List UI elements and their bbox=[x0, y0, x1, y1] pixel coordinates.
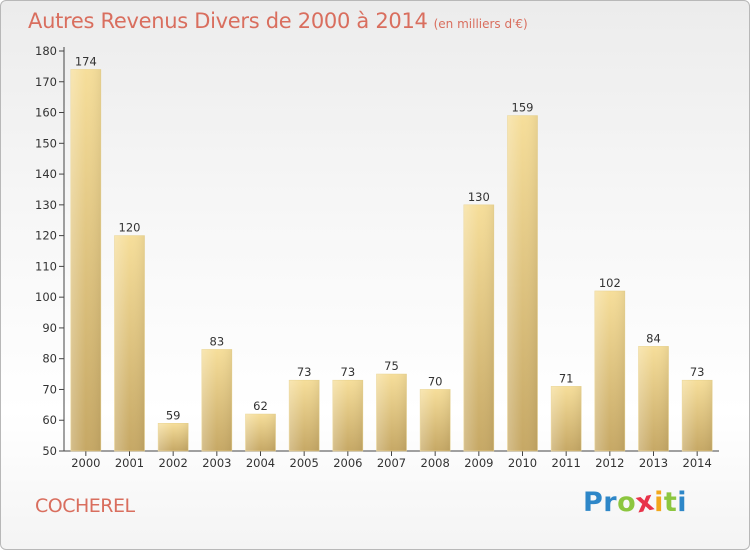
x-tick-label: 2003 bbox=[202, 456, 231, 470]
data-label: 130 bbox=[468, 190, 490, 204]
brand-letter: t bbox=[663, 487, 678, 518]
x-tick-label: 2001 bbox=[115, 456, 144, 470]
x-tick-label: 2012 bbox=[595, 456, 624, 470]
y-tick-label: 180 bbox=[35, 44, 57, 58]
y-tick-label: 130 bbox=[35, 198, 57, 212]
x-tick-label: 2005 bbox=[290, 456, 319, 470]
title-text: Autres Revenus Divers de 2000 à 2014 bbox=[28, 9, 428, 33]
data-label: 159 bbox=[512, 101, 534, 115]
y-tick-label: 160 bbox=[35, 106, 57, 120]
bar-shade bbox=[507, 115, 538, 451]
x-tick-label: 2008 bbox=[421, 456, 450, 470]
bar-shade bbox=[551, 386, 582, 451]
data-label: 84 bbox=[646, 331, 661, 345]
place-name: COCHEREL bbox=[35, 495, 135, 517]
data-label: 73 bbox=[690, 365, 705, 379]
y-tick-label: 90 bbox=[42, 321, 57, 335]
bar-shade bbox=[158, 423, 189, 451]
y-tick-label: 140 bbox=[35, 167, 57, 181]
chart-subtitle: (en milliers d'€) bbox=[433, 17, 528, 31]
bar-shade bbox=[420, 389, 451, 451]
y-tick-label: 80 bbox=[42, 352, 57, 366]
x-tick-label: 2010 bbox=[508, 456, 537, 470]
bar-shade bbox=[638, 346, 669, 451]
y-tick-label: 50 bbox=[42, 444, 57, 458]
brand-letter: o bbox=[617, 487, 637, 518]
bar-shade bbox=[332, 380, 363, 451]
data-label: 70 bbox=[428, 374, 443, 388]
bar-shade bbox=[376, 374, 407, 451]
y-tick-label: 100 bbox=[35, 290, 57, 304]
bar-shade bbox=[594, 291, 625, 451]
x-tick-label: 2004 bbox=[246, 456, 275, 470]
x-tick-label: 2000 bbox=[71, 456, 100, 470]
data-label: 83 bbox=[210, 334, 225, 348]
x-tick-label: 2006 bbox=[333, 456, 362, 470]
data-label: 71 bbox=[559, 371, 574, 385]
x-tick-label: 2014 bbox=[683, 456, 712, 470]
data-label: 75 bbox=[384, 359, 399, 373]
bar-shade bbox=[114, 235, 145, 451]
data-label: 59 bbox=[166, 408, 181, 422]
y-tick-label: 110 bbox=[35, 259, 57, 273]
y-tick-label: 170 bbox=[35, 75, 57, 89]
data-label: 62 bbox=[253, 399, 268, 413]
brand-logo: Proxiti bbox=[583, 485, 688, 519]
bar-shade bbox=[201, 349, 232, 451]
bar-shade bbox=[463, 204, 494, 451]
data-label: 73 bbox=[297, 365, 312, 379]
y-tick-label: 60 bbox=[42, 413, 57, 427]
y-tick-label: 120 bbox=[35, 229, 57, 243]
data-label: 102 bbox=[599, 276, 621, 290]
x-tick-label: 2011 bbox=[552, 456, 581, 470]
x-tick-label: 2007 bbox=[377, 456, 406, 470]
value-labels: 174 120 59 83 62 73 73 75 70 130 159 71 102 84 73 bbox=[75, 54, 705, 422]
chart-title: Autres Revenus Divers de 2000 à 2014 (en … bbox=[28, 9, 528, 33]
axes: 50 60 70 80 90 100 110 120 130 140 150 160 170 180 200… bbox=[35, 44, 719, 470]
data-label: 174 bbox=[75, 54, 97, 68]
bar-shade bbox=[70, 69, 101, 451]
x-tick-label: 2009 bbox=[464, 456, 493, 470]
bars bbox=[70, 69, 713, 452]
data-label: 120 bbox=[119, 221, 141, 235]
bar-shade bbox=[289, 380, 320, 451]
brand-letter: i bbox=[654, 487, 664, 518]
brand-letter: i bbox=[677, 487, 688, 518]
x-tick-label: 2002 bbox=[159, 456, 188, 470]
brand-letter: r bbox=[603, 487, 618, 518]
data-label: 73 bbox=[341, 365, 356, 379]
y-tick-label: 150 bbox=[35, 136, 57, 150]
y-tick-label: 70 bbox=[42, 382, 57, 396]
bar-shade bbox=[682, 380, 713, 451]
brand-letter: P bbox=[583, 487, 604, 518]
x-tick-label: 2013 bbox=[639, 456, 668, 470]
bar-shade bbox=[245, 414, 276, 451]
